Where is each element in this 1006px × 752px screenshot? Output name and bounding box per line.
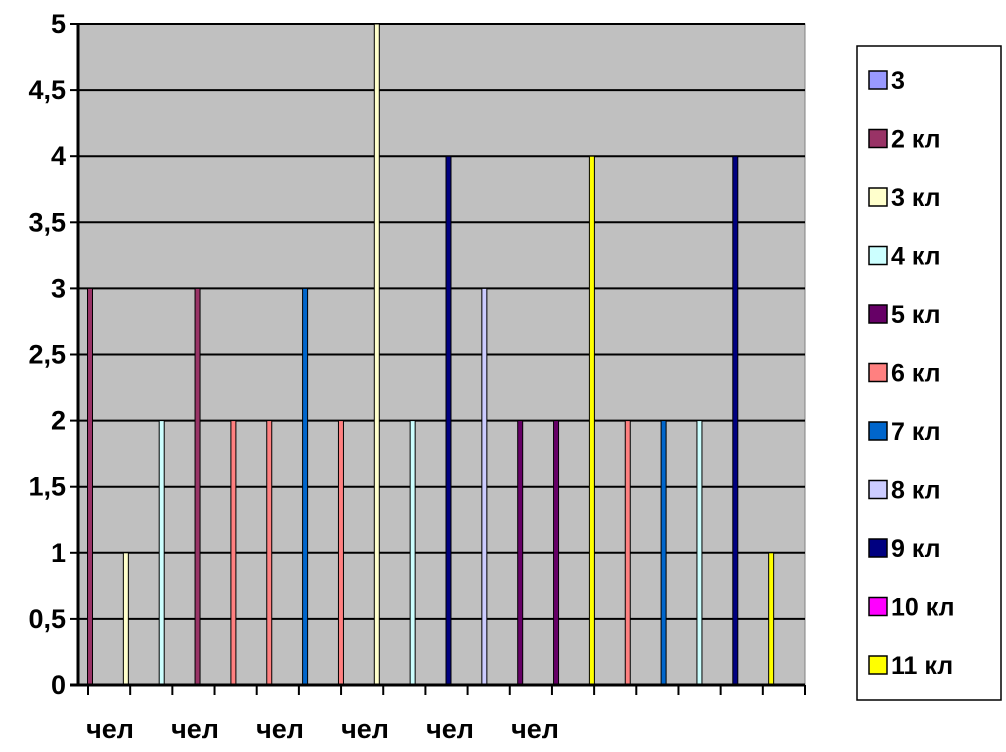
bar (409, 420, 416, 686)
legend-label: 7 кл (891, 418, 941, 446)
legend-label: 10 кл (891, 594, 954, 622)
y-tick-label: 3 (51, 273, 66, 303)
legend-swatch (868, 596, 888, 617)
axes (70, 23, 806, 695)
bar (230, 420, 237, 686)
bar (768, 552, 775, 686)
legend-swatch (868, 362, 888, 383)
x-tick-label: чел (171, 714, 219, 744)
legend-swatch (868, 479, 888, 500)
bar (266, 420, 273, 686)
bar (194, 287, 201, 686)
bar (158, 420, 165, 686)
y-tick-label: 4,5 (28, 75, 66, 105)
legend-label: 2 кл (891, 126, 941, 154)
bar (660, 420, 667, 686)
x-tick-label: чел (86, 714, 134, 744)
y-tick-label: 5 (51, 9, 66, 39)
legend-swatch (868, 245, 888, 266)
x-tick-label: чел (426, 714, 474, 744)
bar (696, 420, 703, 686)
bar (373, 23, 380, 686)
bar (445, 155, 452, 686)
legend-label: 9 кл (891, 535, 941, 563)
bar (337, 420, 344, 686)
bar (481, 287, 488, 686)
x-axis-tick-labels: чел чел чел чел чел чел (86, 714, 559, 744)
bar (732, 155, 739, 686)
legend-swatch (868, 655, 888, 675)
legend-label: 6 кл (891, 360, 941, 388)
x-tick-label: чел (511, 714, 559, 744)
legend-label: 5 кл (891, 301, 941, 329)
legend-swatch (868, 70, 888, 90)
y-tick-label: 0,5 (28, 604, 66, 634)
bar (517, 420, 524, 686)
legend-label: 11 кл (891, 652, 953, 680)
legend-swatch (868, 538, 888, 558)
y-tick-label: 1,5 (28, 472, 66, 502)
legend-swatch (868, 304, 888, 324)
x-tick-label: чел (341, 714, 389, 744)
legend-label: 4 кл (891, 243, 941, 271)
legend-swatch (868, 128, 888, 149)
bar (302, 287, 309, 686)
y-tick-label: 2 (51, 406, 66, 436)
bar (553, 420, 560, 686)
legend-swatch (868, 421, 888, 441)
y-tick-label: 0 (51, 670, 66, 700)
legend-label: 8 кл (891, 477, 941, 505)
y-tick-label: 2,5 (28, 340, 66, 370)
bar (122, 552, 129, 686)
bar (624, 420, 631, 686)
legend-label: 3 кл (891, 184, 941, 212)
legend-label: 3 (891, 67, 905, 95)
x-tick-label: чел (256, 714, 304, 744)
legend: 3 2 кл 3 кл 4 кл 5 кл 6 кл 7 кл 8 кл 9 кл 10 кл 11… (856, 45, 1002, 701)
legend-swatch (868, 187, 888, 207)
y-tick-label: 3,5 (28, 207, 66, 237)
y-tick-label: 1 (51, 538, 66, 568)
bar (588, 155, 595, 686)
y-tick-label: 4 (51, 141, 66, 171)
bars (87, 23, 775, 686)
y-axis-tick-labels: 0 0,5 1 1,5 2 2,5 3 3,5 4 4,5 5 (28, 9, 66, 700)
bar (87, 287, 93, 686)
